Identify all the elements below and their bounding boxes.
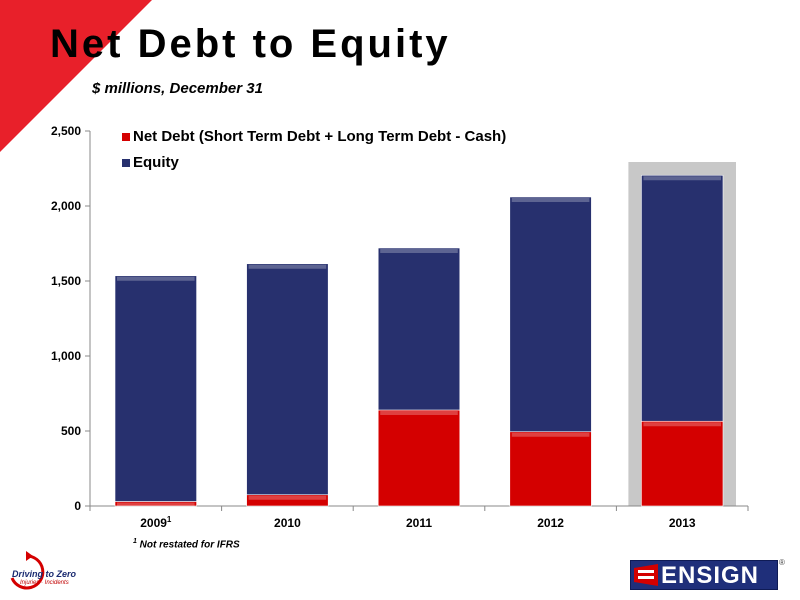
y-tick-label: 500	[61, 424, 81, 438]
bar-equity-2010	[246, 263, 329, 496]
bar-net-debt-2013	[641, 420, 724, 507]
page-title: Net Debt to Equity	[50, 22, 451, 66]
bar-sheen-net-debt-2010	[248, 495, 327, 500]
bar-net-debt-2011	[377, 409, 461, 507]
driving-to-zero-logo: Driving to Zero Injuries · Incidents	[6, 550, 86, 596]
registered-mark: ®	[779, 558, 785, 567]
bar-sheen-equity-2010	[248, 264, 327, 269]
ensign-logo: ENSIGN	[630, 560, 778, 590]
bar-sheen-equity-2011	[380, 249, 458, 253]
legend-swatch-net-debt	[122, 133, 130, 141]
bar-equity-2009	[114, 275, 197, 502]
net-debt-equity-chart: 0 500 1,000 1,500 2,000 2,500 20091 2010 2011 201…	[51, 124, 749, 530]
x-tick-superscript: 1	[167, 515, 172, 524]
y-tick-label: 2,000	[51, 199, 81, 213]
bar-sheen-equity-2013	[643, 176, 721, 181]
bar-sheen-net-debt-2009	[117, 502, 195, 507]
legend-label-net-debt: Net Debt (Short Term Debt + Long Term De…	[133, 128, 506, 145]
x-tick-label: 2012	[537, 516, 564, 530]
x-tick-label: 2013	[669, 516, 696, 530]
footnote-marker: 1	[133, 538, 137, 545]
legend-label-equity: Equity	[133, 154, 179, 171]
circular-arrow-icon	[10, 551, 45, 590]
y-tick-label: 1,000	[51, 349, 81, 363]
bar-sheen-net-debt-2012	[511, 432, 590, 437]
driving-to-zero-subtext: Injuries · Incidents	[20, 580, 69, 586]
footnote: 1 Not restated for IFRS	[133, 538, 240, 550]
ensign-flag-icon	[634, 564, 658, 586]
driving-to-zero-text: Driving to Zero	[12, 569, 77, 579]
footnote-text: Not restated for IFRS	[136, 539, 240, 551]
ensign-wordmark: ENSIGN	[661, 562, 760, 589]
bar-sheen-net-debt-2011	[380, 411, 458, 415]
bar-sheen-net-debt-2013	[643, 422, 721, 427]
page-subtitle: $ millions, December 31	[92, 80, 263, 97]
bar-equity-2012	[509, 196, 592, 433]
bar-sheen-equity-2012	[511, 198, 590, 202]
y-tick-label: 1,500	[51, 274, 81, 288]
x-tick-label: 20091	[140, 515, 172, 530]
y-tick-label: 0	[74, 499, 81, 513]
y-tick-label: 2,500	[51, 124, 81, 138]
legend-swatch-equity	[122, 159, 130, 167]
bar-sheen-equity-2009	[117, 276, 195, 281]
bar-equity-2013	[641, 174, 724, 422]
bar-net-debt-2012	[509, 431, 592, 507]
bar-equity-2011	[377, 247, 461, 411]
x-tick-label: 2011	[406, 516, 432, 530]
x-tick-label: 2010	[274, 516, 301, 530]
red-corner-decoration	[0, 0, 152, 152]
